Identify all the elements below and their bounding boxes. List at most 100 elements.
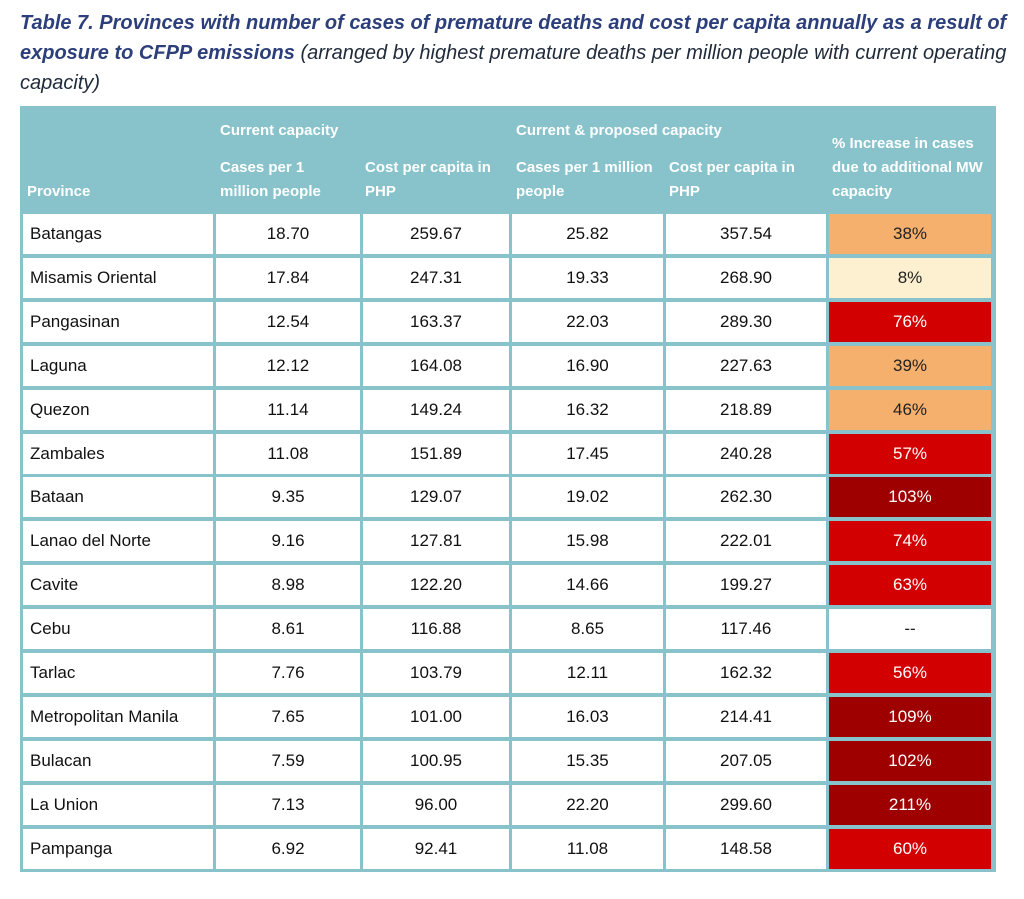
cell-province: Lanao del Norte <box>23 521 213 561</box>
cell-province: Laguna <box>23 346 213 386</box>
cell-cost-proposed: 214.41 <box>666 697 826 737</box>
cell-cases-proposed: 22.03 <box>512 302 663 342</box>
cell-cost-current: 103.79 <box>363 653 509 693</box>
cell-increase: 39% <box>829 346 991 386</box>
cell-increase: 60% <box>829 829 991 869</box>
cell-increase: 76% <box>829 302 991 342</box>
header-cost-current: Cost per capita in PHP <box>365 159 491 200</box>
cell-increase: 57% <box>829 434 991 474</box>
cell-cost-proposed: 299.60 <box>666 785 826 825</box>
cell-cases-current: 9.35 <box>216 477 360 517</box>
cell-cases-current: 12.54 <box>216 302 360 342</box>
cell-cases-current: 7.76 <box>216 653 360 693</box>
header-current-proposed-capacity: Current & proposed capacity <box>516 122 722 139</box>
cell-cost-current: 127.81 <box>363 521 509 561</box>
cell-cost-proposed: 268.90 <box>666 258 826 298</box>
caption-note: (arranged by highest premature deaths pe… <box>20 42 1007 94</box>
cell-cases-current: 8.98 <box>216 565 360 605</box>
cell-cases-proposed: 8.65 <box>512 609 663 649</box>
cell-province: Quezon <box>23 390 213 430</box>
cell-cases-proposed: 25.82 <box>512 214 663 254</box>
cell-cost-proposed: 148.58 <box>666 829 826 869</box>
cell-province: La Union <box>23 785 213 825</box>
cell-province: Zambales <box>23 434 213 474</box>
cell-increase: 46% <box>829 390 991 430</box>
cell-increase: -- <box>829 609 991 649</box>
cell-increase: 8% <box>829 258 991 298</box>
cell-cases-proposed: 15.98 <box>512 521 663 561</box>
header-cases-current: Cases per 1 million people <box>220 159 321 200</box>
cell-province: Misamis Oriental <box>23 258 213 298</box>
header-cases-proposed: Cases per 1 million people <box>516 159 653 200</box>
cell-cost-proposed: 207.05 <box>666 741 826 781</box>
cell-cases-proposed: 16.03 <box>512 697 663 737</box>
cell-cost-proposed: 222.01 <box>666 521 826 561</box>
cell-cost-proposed: 262.30 <box>666 477 826 517</box>
cell-increase: 74% <box>829 521 991 561</box>
cell-cases-current: 18.70 <box>216 214 360 254</box>
cell-cases-proposed: 19.02 <box>512 477 663 517</box>
cell-cases-current: 12.12 <box>216 346 360 386</box>
cell-cost-proposed: 117.46 <box>666 609 826 649</box>
cell-cases-current: 8.61 <box>216 609 360 649</box>
cell-province: Cavite <box>23 565 213 605</box>
cell-cost-current: 122.20 <box>363 565 509 605</box>
cell-increase: 103% <box>829 477 991 517</box>
cell-cases-current: 11.14 <box>216 390 360 430</box>
header-province: Province <box>27 183 91 200</box>
cell-cases-proposed: 11.08 <box>512 829 663 869</box>
cell-cost-current: 100.95 <box>363 741 509 781</box>
cell-cases-current: 6.92 <box>216 829 360 869</box>
cell-province: Batangas <box>23 214 213 254</box>
header-current-capacity: Current capacity <box>220 122 339 139</box>
cell-province: Pampanga <box>23 829 213 869</box>
cell-cost-current: 129.07 <box>363 477 509 517</box>
cell-increase: 109% <box>829 697 991 737</box>
cell-cost-current: 259.67 <box>363 214 509 254</box>
cell-increase: 211% <box>829 785 991 825</box>
cell-increase: 38% <box>829 214 991 254</box>
data-table: Current capacity Current & proposed capa… <box>20 106 996 872</box>
cell-cost-current: 151.89 <box>363 434 509 474</box>
cell-cost-proposed: 357.54 <box>666 214 826 254</box>
cell-cases-current: 7.65 <box>216 697 360 737</box>
header-cost-proposed: Cost per capita in PHP <box>669 159 795 200</box>
cell-cases-proposed: 19.33 <box>512 258 663 298</box>
cell-cases-current: 11.08 <box>216 434 360 474</box>
cell-cases-proposed: 14.66 <box>512 565 663 605</box>
cell-cost-current: 96.00 <box>363 785 509 825</box>
table-caption: Table 7. Provinces with number of cases … <box>20 8 1010 98</box>
cell-cases-proposed: 22.20 <box>512 785 663 825</box>
cell-province: Cebu <box>23 609 213 649</box>
header-increase: % Increase in cases due to additional MW… <box>832 135 983 200</box>
cell-province: Metropolitan Manila <box>23 697 213 737</box>
cell-cost-proposed: 227.63 <box>666 346 826 386</box>
cell-cost-current: 116.88 <box>363 609 509 649</box>
cell-cases-proposed: 12.11 <box>512 653 663 693</box>
caption-title: Table 7. Provinces with number of cases … <box>20 12 1007 64</box>
cell-cost-proposed: 199.27 <box>666 565 826 605</box>
cell-province: Tarlac <box>23 653 213 693</box>
cell-cases-proposed: 17.45 <box>512 434 663 474</box>
cell-cases-proposed: 16.32 <box>512 390 663 430</box>
cell-cases-current: 7.59 <box>216 741 360 781</box>
cell-cases-current: 9.16 <box>216 521 360 561</box>
cell-cases-proposed: 15.35 <box>512 741 663 781</box>
cell-increase: 102% <box>829 741 991 781</box>
cell-cost-current: 163.37 <box>363 302 509 342</box>
cell-province: Pangasinan <box>23 302 213 342</box>
cell-increase: 56% <box>829 653 991 693</box>
cell-cases-proposed: 16.90 <box>512 346 663 386</box>
cell-cost-current: 92.41 <box>363 829 509 869</box>
cell-province: Bulacan <box>23 741 213 781</box>
cell-cost-proposed: 162.32 <box>666 653 826 693</box>
cell-cases-current: 7.13 <box>216 785 360 825</box>
cell-cases-current: 17.84 <box>216 258 360 298</box>
cell-cost-proposed: 240.28 <box>666 434 826 474</box>
cell-cost-proposed: 289.30 <box>666 302 826 342</box>
cell-cost-current: 101.00 <box>363 697 509 737</box>
cell-province: Bataan <box>23 477 213 517</box>
cell-cost-current: 247.31 <box>363 258 509 298</box>
cell-cost-proposed: 218.89 <box>666 390 826 430</box>
cell-cost-current: 164.08 <box>363 346 509 386</box>
